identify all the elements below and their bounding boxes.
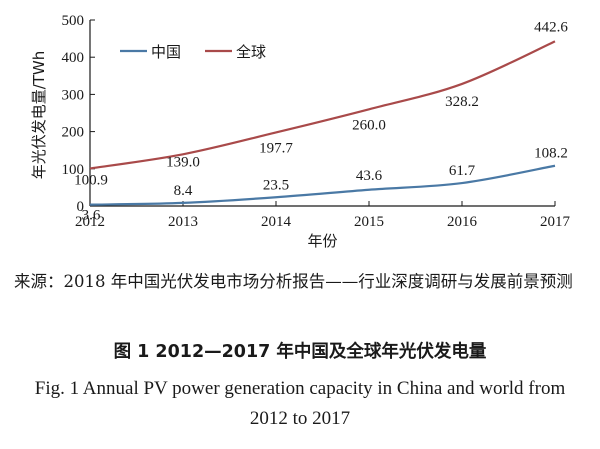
data-label: 197.7 — [259, 140, 293, 156]
series-line-china — [89, 164, 556, 206]
data-label: 43.6 — [356, 168, 383, 184]
y-tick-label: 100 — [62, 162, 85, 178]
series-lines — [89, 40, 556, 206]
data-label: 260.0 — [352, 117, 386, 133]
figure-title-english: Fig. 1 Annual PV power generation capaci… — [34, 378, 566, 429]
legend: 中国 全球 — [120, 43, 266, 61]
data-label: 61.7 — [449, 163, 476, 179]
data-label: 328.2 — [445, 94, 479, 110]
y-tick-label: 400 — [62, 50, 85, 66]
x-tick-label: 2015 — [354, 214, 384, 230]
x-axis-title: 年份 — [307, 232, 337, 250]
data-label: 108.2 — [534, 146, 568, 162]
y-tick-label: 500 — [62, 13, 85, 29]
legend-label: 全球 — [236, 43, 266, 61]
legend-label: 中国 — [151, 43, 181, 61]
source-note: 来源：2018 年中国光伏发电市场分析报告——行业深度调研与发展前景预测 — [14, 272, 573, 291]
y-tick-label: 300 — [62, 87, 85, 103]
data-label: 3.6 — [82, 208, 101, 224]
data-label: 100.9 — [74, 172, 108, 188]
figure-title-chinese: 图 1 2012—2017 年中国及全球年光伏发电量 — [113, 342, 487, 362]
x-tick-label: 2012 — [75, 214, 105, 230]
x-tick-label: 2016 — [447, 214, 478, 230]
y-axis-title: 年光伏发电量/TWh — [30, 51, 48, 180]
axes: 0 100 200 300 400 500 2012 2013 2014 2015 2016 2017 — [62, 13, 571, 230]
x-tick-label: 2014 — [261, 214, 292, 230]
data-label: 139.0 — [166, 154, 200, 170]
y-tick-label: 0 — [77, 199, 85, 215]
series-line-world — [89, 40, 556, 170]
data-label: 8.4 — [174, 183, 193, 199]
x-tick-label: 2017 — [540, 214, 571, 230]
line-chart: 0 100 200 300 400 500 2012 2013 2014 2015 2016 2017… — [30, 13, 571, 250]
x-tick-label: 2013 — [168, 214, 198, 230]
y-tick-label: 200 — [62, 125, 85, 141]
data-label: 23.5 — [263, 177, 289, 193]
data-label: 442.6 — [534, 19, 568, 35]
data-labels: 3.6 8.4 23.5 43.6 61.7 108.2 100.9 139.0 197.7 26… — [74, 19, 568, 223]
